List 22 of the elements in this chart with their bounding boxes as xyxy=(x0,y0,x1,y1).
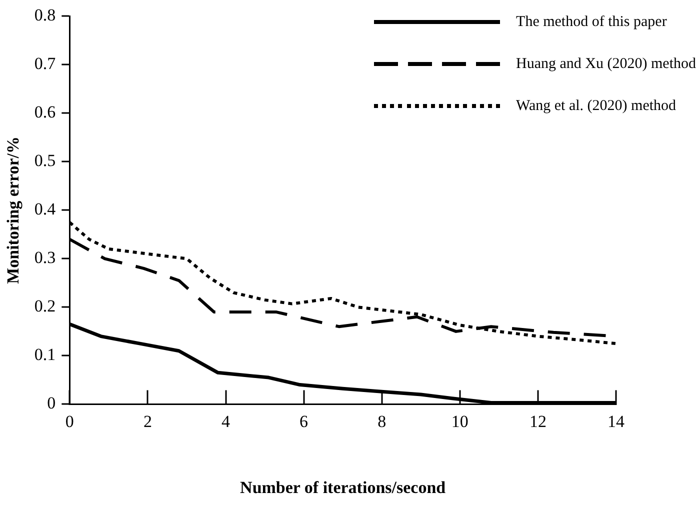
y-tick-label: 0.3 xyxy=(34,248,56,268)
x-tick-label: 8 xyxy=(378,412,386,431)
y-tick-label: 0.8 xyxy=(34,6,56,25)
x-tick-label: 14 xyxy=(608,412,625,431)
x-tick-label: 0 xyxy=(65,412,74,431)
x-tick-label: 4 xyxy=(222,412,230,431)
y-tick-label: 0 xyxy=(47,394,56,413)
y-tick-label: 0.7 xyxy=(34,54,56,74)
legend-label: Huang and Xu (2020) method xyxy=(516,56,696,72)
x-tick-label: 12 xyxy=(529,412,546,431)
y-tick-label: 0.4 xyxy=(34,200,56,219)
x-tick-label: 6 xyxy=(300,412,308,431)
y-tick-label: 0.5 xyxy=(34,151,56,170)
x-axis-title: Number of iterations/second xyxy=(240,478,446,498)
x-tick-label: 10 xyxy=(451,412,468,431)
legend-label: The method of this paper xyxy=(516,14,667,30)
y-axis-title: Monitoring error/% xyxy=(4,136,23,284)
x-tick-label: 2 xyxy=(143,412,152,431)
legend-label: Wang et al. (2020) method xyxy=(516,98,676,114)
y-tick-label: 0.6 xyxy=(34,102,56,122)
y-tick-label: 0.2 xyxy=(34,296,56,316)
y-tick-label: 0.1 xyxy=(34,345,56,364)
